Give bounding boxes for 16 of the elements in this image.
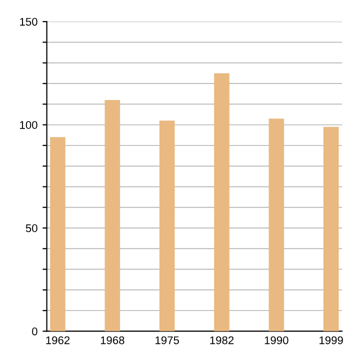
bar bbox=[159, 120, 175, 332]
x-tick-label: 1999 bbox=[320, 336, 343, 344]
x-tick-label: 1982 bbox=[210, 336, 234, 344]
y-tick-label: 0 bbox=[32, 327, 38, 336]
x-tick-label: 1990 bbox=[264, 336, 288, 344]
y-tick-label: 150 bbox=[20, 18, 38, 26]
bar bbox=[50, 137, 66, 332]
y-tick-label: 50 bbox=[26, 224, 38, 232]
x-tick-label: 1962 bbox=[46, 336, 70, 344]
bar bbox=[268, 118, 284, 332]
bar bbox=[323, 126, 339, 332]
bar bbox=[214, 73, 230, 332]
bar bbox=[104, 100, 120, 332]
x-tick-label: 1968 bbox=[100, 336, 124, 344]
x-tick-label: 1975 bbox=[156, 336, 179, 344]
y-tick-label: 100 bbox=[20, 121, 38, 129]
